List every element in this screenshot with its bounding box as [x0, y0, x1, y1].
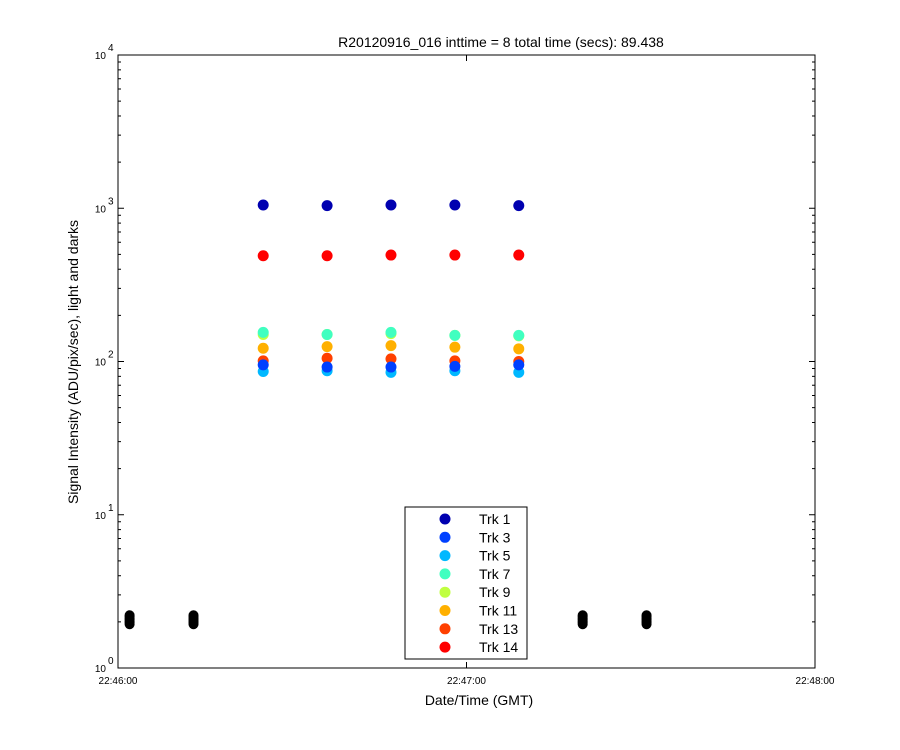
- data-point-trk-3: [385, 361, 397, 373]
- data-point-trk-13: [385, 353, 397, 365]
- data-point-trk-3: [449, 360, 461, 372]
- data-point-trk-14: [385, 249, 397, 261]
- chart-title: R20120916_016 inttime = 8 total time (se…: [338, 34, 664, 50]
- legend-marker: [439, 550, 451, 562]
- x-tick-label: 22:47:00: [447, 676, 486, 687]
- data-point-trk-7: [385, 326, 397, 338]
- y-tick-label-base: 10: [95, 358, 107, 369]
- y-tick-label-base: 10: [95, 204, 107, 215]
- data-point-trk-7: [513, 329, 525, 341]
- data-point-trk-7: [321, 329, 333, 341]
- x-tick-label: 22:46:00: [99, 676, 138, 687]
- data-point-trk-1: [385, 199, 397, 211]
- legend-marker: [439, 513, 451, 525]
- data-point-trk-3: [321, 361, 333, 373]
- y-tick-label-exponent: 2: [108, 350, 114, 361]
- y-axis-label: Signal Intensity (ADU/pix/sec), light an…: [65, 220, 81, 504]
- data-point-trk-1: [449, 199, 461, 211]
- data-point-trk-3: [513, 359, 525, 371]
- data-point-trk-7: [257, 326, 269, 338]
- data-point-trk-11: [321, 341, 333, 353]
- data-point-trk-7: [449, 329, 461, 341]
- data-point-trk-11: [513, 343, 525, 355]
- y-tick-label-exponent: 0: [108, 656, 114, 667]
- legend-marker: [439, 605, 451, 616]
- data-point-trk-3: [257, 359, 269, 371]
- y-tick-label-base: 10: [95, 51, 107, 62]
- data-point-trk-1: [321, 200, 333, 212]
- legend-marker: [439, 623, 451, 635]
- data-point-trk-11: [257, 342, 269, 354]
- legend-marker: [439, 586, 451, 598]
- data-point-trk-14: [257, 250, 269, 262]
- legend-label: Trk 14: [479, 639, 518, 655]
- legend-label: Trk 11: [479, 603, 517, 619]
- y-tick-label-exponent: 3: [108, 196, 114, 207]
- y-tick-label-base: 10: [95, 511, 107, 522]
- x-axis-label: Date/Time (GMT): [425, 692, 533, 708]
- legend-label: Trk 13: [479, 621, 518, 637]
- dark-point: [577, 619, 588, 630]
- legend-label: Trk 5: [479, 548, 511, 564]
- legend-label: Trk 9: [479, 584, 511, 600]
- y-tick-label-base: 10: [95, 664, 107, 675]
- dark-point: [124, 619, 135, 630]
- legend-marker: [439, 531, 451, 543]
- y-tick-label-exponent: 4: [108, 43, 114, 54]
- legend-marker: [439, 568, 451, 580]
- data-point-trk-14: [513, 249, 525, 261]
- data-point-trk-1: [257, 199, 269, 211]
- legend-box: [404, 506, 528, 660]
- legend-label: Trk 1: [479, 511, 511, 527]
- x-tick-label: 22:48:00: [796, 676, 835, 687]
- y-tick-label-exponent: 1: [108, 503, 114, 514]
- legend-label: Trk 7: [479, 566, 511, 582]
- dark-point: [641, 619, 652, 630]
- data-point-trk-13: [321, 352, 333, 364]
- data-point-trk-14: [449, 249, 461, 261]
- dark-point: [188, 619, 199, 630]
- data-point-trk-11: [449, 341, 461, 353]
- legend-marker: [439, 641, 451, 653]
- data-point-trk-14: [321, 250, 333, 262]
- legend-label: Trk 3: [479, 529, 511, 545]
- data-point-trk-1: [513, 200, 525, 212]
- data-point-trk-11: [385, 340, 397, 352]
